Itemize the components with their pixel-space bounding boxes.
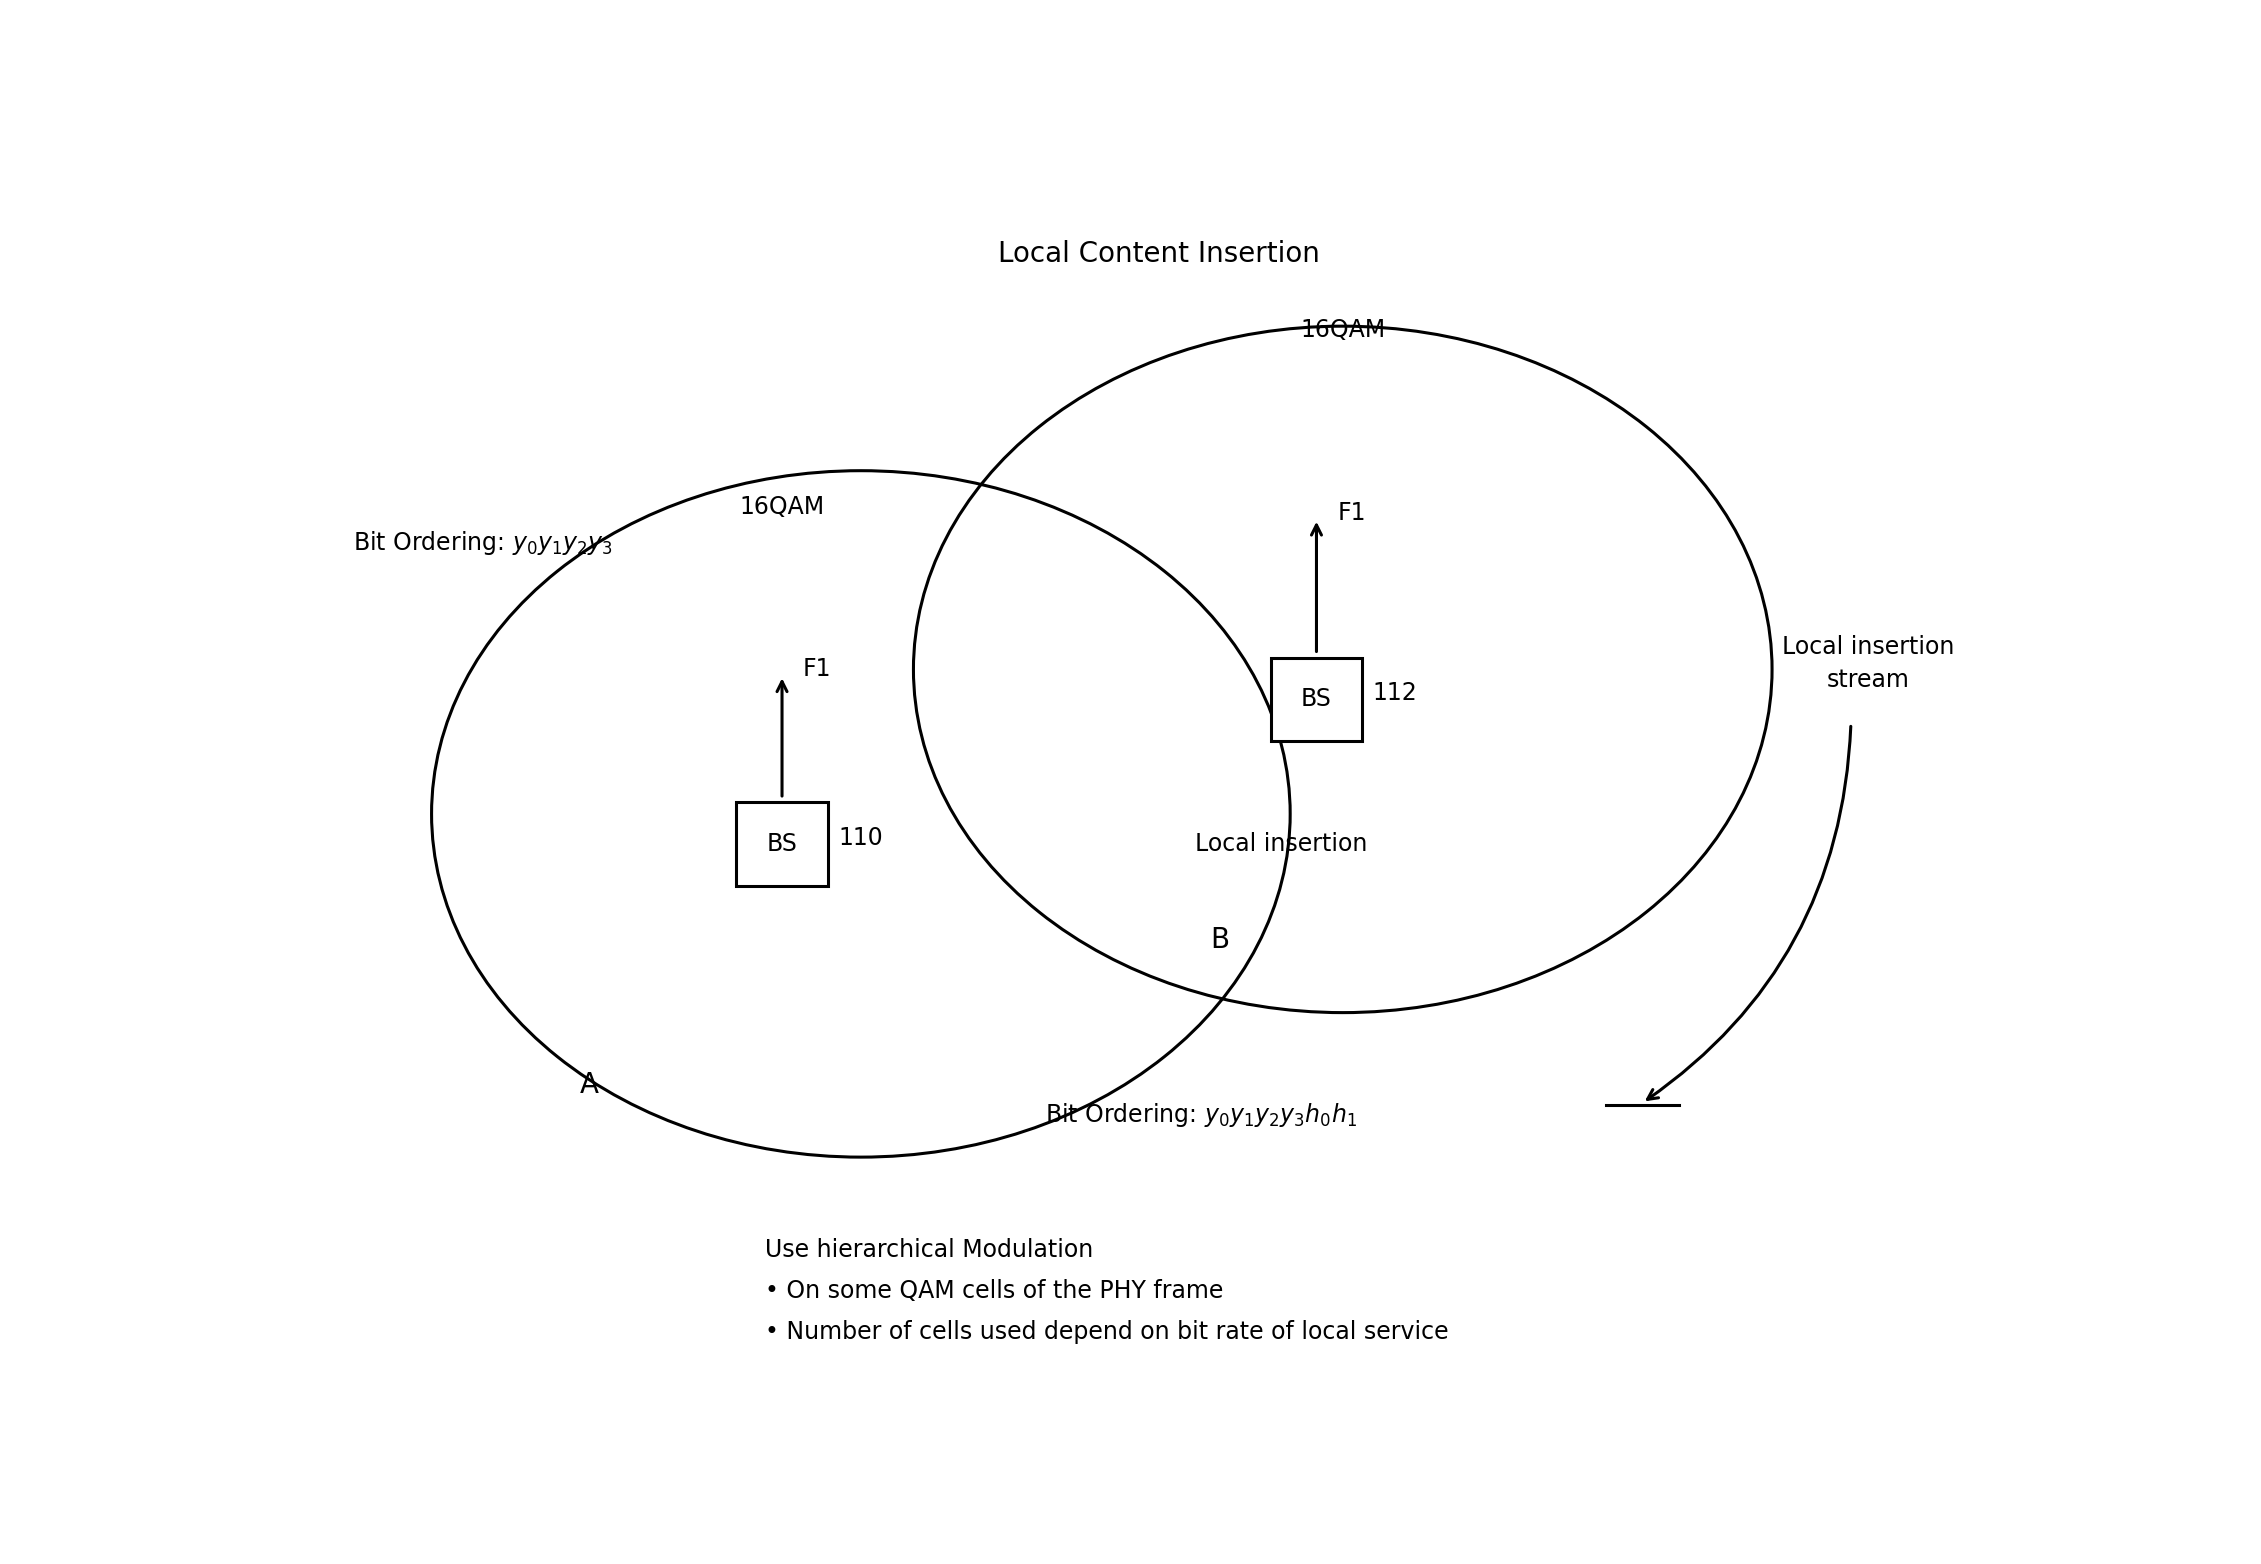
Text: BS: BS: [766, 832, 798, 856]
Text: A: A: [579, 1071, 599, 1099]
Text: Bit Ordering: $y_0y_1y_2y_3$: Bit Ordering: $y_0y_1y_2y_3$: [353, 529, 613, 557]
FancyBboxPatch shape: [1271, 658, 1361, 741]
Text: BS: BS: [1300, 688, 1332, 712]
Text: Local Content Insertion: Local Content Insertion: [997, 239, 1320, 267]
Text: 112: 112: [1372, 682, 1418, 705]
Text: Bit Ordering: $y_0y_1y_2y_3h_0h_1$: Bit Ordering: $y_0y_1y_2y_3h_0h_1$: [1045, 1101, 1357, 1129]
FancyBboxPatch shape: [737, 802, 828, 885]
Text: Local insertion: Local insertion: [1196, 832, 1368, 856]
Text: 16QAM: 16QAM: [739, 494, 825, 519]
Text: Local insertion
stream: Local insertion stream: [1782, 635, 1954, 693]
Text: Use hierarchical Modulation
• On some QAM cells of the PHY frame
• Number of cel: Use hierarchical Modulation • On some QA…: [764, 1237, 1447, 1343]
Text: F1: F1: [1339, 500, 1366, 526]
Text: 110: 110: [839, 826, 882, 849]
Text: F1: F1: [803, 657, 832, 682]
Text: B: B: [1210, 926, 1230, 954]
Text: 16QAM: 16QAM: [1300, 317, 1386, 343]
